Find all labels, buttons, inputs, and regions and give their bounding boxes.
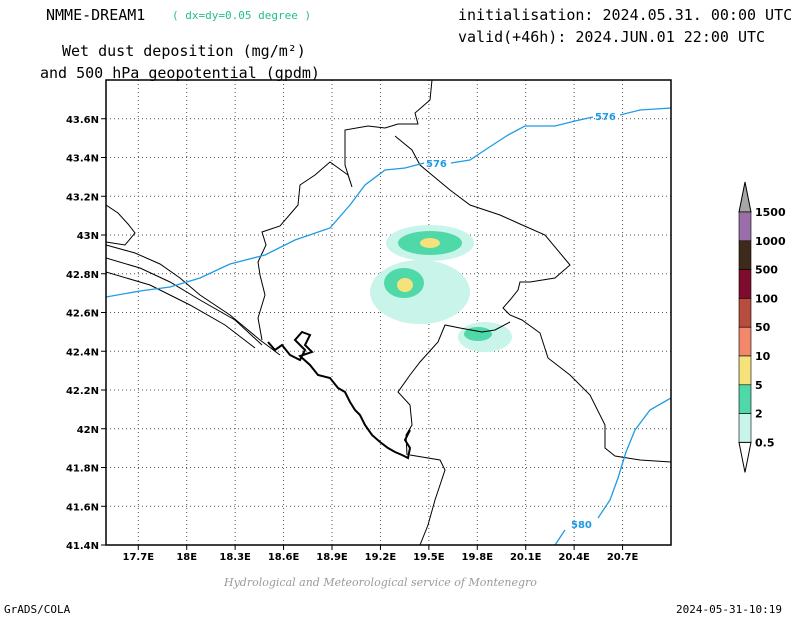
lon-tick-label: 20.7E bbox=[607, 552, 639, 563]
colorbar-swatch bbox=[738, 413, 752, 443]
border-line bbox=[106, 244, 281, 356]
valid-time: valid(+46h): 2024.JUN.01 22:00 UTC bbox=[458, 28, 766, 46]
latitude-axis: 43.6N 43.4N 43.2N 43N 42.8N 42.6N 42.4N 42.2N 42… bbox=[66, 115, 106, 552]
contour-576-upper-tail bbox=[619, 107, 671, 116]
colorbar-level-label: 100 bbox=[755, 292, 778, 305]
lat-tick-label: 41.8N bbox=[66, 464, 99, 475]
coastline bbox=[267, 330, 412, 460]
lat-tick-label: 43.4N bbox=[66, 154, 99, 165]
initialisation-time: initialisation: 2024.05.31. 00:00 UTC bbox=[458, 6, 793, 24]
lon-tick-label: 18.3E bbox=[219, 552, 251, 563]
variable-title-line2: and 500 hPa geopotential (gpdm) bbox=[40, 64, 320, 82]
colorbar-level-label: 10 bbox=[755, 350, 771, 363]
colorbar-level-label: 500 bbox=[755, 264, 778, 277]
colorbar-swatch bbox=[738, 211, 752, 242]
colorbar-swatch bbox=[738, 326, 752, 357]
lon-tick-label: 19.5E bbox=[413, 552, 445, 563]
lon-tick-label: 18.6E bbox=[268, 552, 300, 563]
lon-tick-label: 17.7E bbox=[123, 552, 155, 563]
contour-576-lower bbox=[106, 162, 425, 298]
border-line bbox=[106, 271, 256, 349]
colorbar-level-label: 1000 bbox=[755, 235, 786, 248]
contour-576-upper bbox=[450, 116, 594, 164]
contour-580-lower bbox=[554, 529, 566, 545]
lon-tick-label: 18.9E bbox=[316, 552, 348, 563]
dust-deposition-shading bbox=[370, 225, 512, 352]
colorbar-level-label: 5 bbox=[755, 379, 763, 392]
lat-tick-label: 42.6N bbox=[66, 309, 99, 320]
lat-tick-label: 42.2N bbox=[66, 386, 99, 397]
colorbar-level-label: 50 bbox=[755, 321, 771, 334]
footer-software: GrADS/COLA bbox=[4, 603, 71, 616]
country-borders bbox=[106, 80, 671, 545]
border-line bbox=[397, 321, 511, 456]
border-line bbox=[106, 257, 263, 346]
lat-tick-label: 42.8N bbox=[66, 270, 99, 281]
colorbar-level-label: 0.5 bbox=[755, 436, 775, 449]
geopotential-contours bbox=[106, 107, 671, 545]
border-line bbox=[257, 80, 433, 341]
colorbar-swatch bbox=[738, 298, 752, 328]
dust-area bbox=[420, 238, 440, 248]
colorbar-swatch bbox=[738, 240, 752, 270]
variable-title-line1: Wet dust deposition (mg/m²) bbox=[62, 42, 306, 60]
footer-timestamp: 2024-05-31-10:19 bbox=[676, 603, 782, 616]
lon-tick-label: 19.8E bbox=[462, 552, 494, 563]
border-line bbox=[106, 204, 136, 246]
colorbar-upper-arrow bbox=[738, 181, 752, 213]
colorbar-level-label: 1500 bbox=[755, 206, 786, 219]
colorbar: 1500 1000 500 100 50 10 5 2 0.5 bbox=[738, 181, 786, 473]
lon-tick-label: 20.1E bbox=[510, 552, 542, 563]
colorbar-swatch bbox=[738, 269, 752, 299]
colorbar-level-label: 2 bbox=[755, 408, 763, 421]
contour-label-576: 576 bbox=[426, 159, 447, 170]
border-line bbox=[394, 135, 671, 463]
lon-tick-label: 20.4E bbox=[558, 552, 590, 563]
dust-area bbox=[431, 288, 459, 308]
lat-tick-label: 42.4N bbox=[66, 347, 99, 358]
lat-tick-label: 43.2N bbox=[66, 192, 99, 203]
colorbar-swatch bbox=[738, 384, 752, 414]
lat-tick-label: 41.4N bbox=[66, 541, 99, 552]
colorbar-swatch bbox=[738, 355, 752, 386]
model-title: NMME-DREAM1 bbox=[46, 6, 146, 24]
lon-tick-label: 18E bbox=[176, 552, 197, 563]
dust-area bbox=[397, 278, 413, 292]
lat-tick-label: 42N bbox=[77, 425, 99, 436]
lat-tick-label: 41.6N bbox=[66, 502, 99, 513]
longitude-axis: 17.7E 18E 18.3E 18.6E 18.9E 19.2E 19.5E 19.8E 20… bbox=[123, 545, 639, 563]
contour-580-upper bbox=[597, 397, 671, 519]
model-resolution: ( dx=dy=0.05 degree ) bbox=[172, 9, 312, 22]
lon-tick-label: 19.2E bbox=[365, 552, 397, 563]
lat-tick-label: 43N bbox=[77, 231, 99, 242]
credit-text: Hydrological and Meteorological service … bbox=[224, 576, 537, 589]
lat-tick-label: 43.6N bbox=[66, 115, 99, 126]
contour-label-576: 576 bbox=[595, 112, 616, 123]
contour-label-580: 580 bbox=[571, 520, 592, 531]
colorbar-lower-arrow bbox=[738, 441, 752, 473]
border-line bbox=[409, 454, 446, 545]
